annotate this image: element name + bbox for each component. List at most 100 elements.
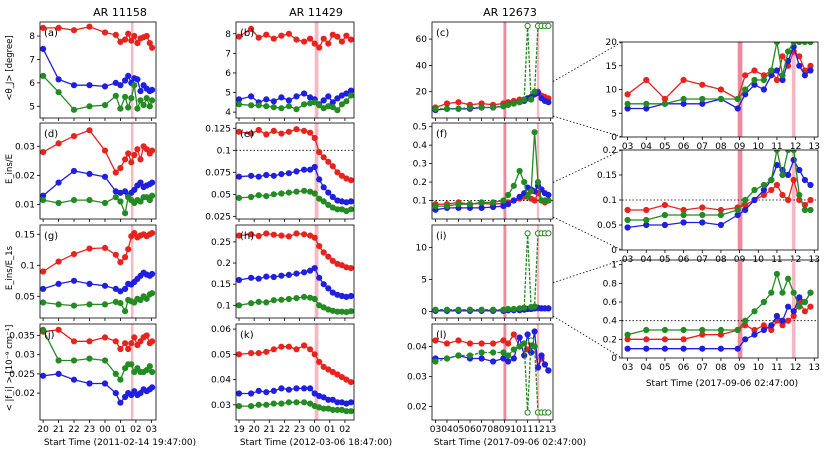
data-point-blue xyxy=(534,364,542,371)
data-point-green xyxy=(531,129,538,136)
data-point-red xyxy=(643,206,650,214)
data-point-red xyxy=(293,230,300,237)
data-point-red xyxy=(307,129,314,136)
data-point-blue xyxy=(505,201,512,208)
data-point-green xyxy=(528,188,535,195)
data-point-blue xyxy=(734,211,741,219)
x-tick-label: 07 xyxy=(697,142,708,152)
y-tick-label: 0.4 xyxy=(603,317,618,327)
data-point-blue xyxy=(278,94,285,101)
data-point-blue xyxy=(329,193,336,201)
data-point-green xyxy=(643,326,650,334)
data-point-blue xyxy=(55,76,62,83)
data-point-red xyxy=(128,37,135,44)
x-tick-label: 02 xyxy=(339,425,350,435)
data-point-red xyxy=(325,253,332,260)
x-tick-label: 12 xyxy=(790,142,801,152)
data-point-red xyxy=(40,268,47,275)
y-tick-label: 0 xyxy=(611,133,617,143)
data-point-green xyxy=(146,363,153,370)
flare-band xyxy=(503,22,507,118)
data-point-green xyxy=(255,192,262,199)
data-point-blue xyxy=(311,265,318,272)
data-point-blue xyxy=(699,345,706,352)
panel-10: 0.02 0.025 0.03 0.035 20 21 22 23 00 01 02 03 (j) xyxy=(9,323,157,435)
x-tick-label: 08 xyxy=(715,363,727,373)
data-point-blue xyxy=(524,331,531,338)
y-tick-label: 5 xyxy=(225,89,231,99)
data-point-blue xyxy=(131,186,138,193)
data-point-green xyxy=(443,355,451,362)
data-point-green xyxy=(699,95,706,103)
data-point-blue xyxy=(796,166,803,174)
data-point-green xyxy=(86,197,93,204)
panel-label: (g) xyxy=(44,231,58,242)
data-point-green xyxy=(505,101,512,108)
data-point-blue xyxy=(236,390,243,397)
data-point-green xyxy=(338,101,345,108)
data-point-green xyxy=(734,326,741,334)
data-point-red xyxy=(55,258,62,265)
column-title-2: AR 11429 xyxy=(289,6,343,19)
data-point-red xyxy=(329,163,336,170)
data-point-green xyxy=(293,295,300,302)
data-point-red xyxy=(149,338,156,345)
axes-frame xyxy=(431,224,554,319)
data-point-blue xyxy=(624,224,631,231)
panel-label: (f) xyxy=(436,129,447,140)
data-point-green xyxy=(101,102,109,109)
panel-label: (i) xyxy=(436,231,447,242)
data-point-blue xyxy=(293,385,300,392)
data-point-green xyxy=(785,275,792,282)
data-point-red xyxy=(680,76,687,84)
data-point-blue xyxy=(40,45,47,53)
data-point-blue xyxy=(790,308,797,315)
data-point-red xyxy=(505,340,512,347)
axes-frame xyxy=(39,21,157,119)
data-point-green xyxy=(516,167,523,175)
data-point-green xyxy=(117,300,124,307)
y-tick-label: 0.1 xyxy=(217,301,231,311)
data-point-green xyxy=(40,197,47,204)
data-point-green xyxy=(760,298,768,306)
data-point-green xyxy=(751,76,758,84)
y-tick-label: 60 xyxy=(416,35,428,45)
x-tick-label: 03 xyxy=(146,425,157,435)
panel-9: 0 5 10 (i) xyxy=(416,224,554,321)
data-point-red xyxy=(134,40,141,47)
data-point-green xyxy=(531,343,538,350)
data-point-red xyxy=(643,76,650,84)
y-tick-label: 7 xyxy=(29,55,35,65)
data-point-blue xyxy=(779,317,786,324)
data-point-green xyxy=(347,92,354,99)
data-point-blue xyxy=(137,88,144,95)
x-tick-label: 22 xyxy=(279,425,290,435)
data-point-blue xyxy=(541,361,549,368)
data-point-green xyxy=(112,194,119,201)
data-point-green xyxy=(505,305,512,313)
y-tick-label: 0.2 xyxy=(413,178,427,188)
flare-band xyxy=(536,324,540,420)
data-point-blue xyxy=(643,345,650,352)
data-point-red xyxy=(443,340,451,347)
axes-frame xyxy=(431,323,554,421)
x-tick-label: 20 xyxy=(248,425,260,435)
x-tick-label: 09 xyxy=(734,363,746,373)
data-point-blue xyxy=(248,390,255,397)
y-label-eins-e1s: E_ins/E_1s xyxy=(5,245,15,290)
data-point-blue xyxy=(263,96,270,103)
y-tick-label: 0.25 xyxy=(211,238,231,248)
data-point-green xyxy=(143,95,150,102)
data-point-red xyxy=(478,340,485,347)
data-point-blue xyxy=(751,196,758,204)
data-point-blue xyxy=(785,171,792,179)
zoom-connector xyxy=(552,315,623,359)
data-point-blue xyxy=(149,86,156,94)
data-point-blue xyxy=(255,173,262,180)
data-point-green xyxy=(490,349,497,356)
data-point-red xyxy=(112,251,119,258)
y-tick-label: 0.05 xyxy=(15,292,35,302)
data-point-green xyxy=(86,301,93,308)
data-point-blue xyxy=(347,399,354,406)
x-tick-label: 12 xyxy=(790,363,801,373)
